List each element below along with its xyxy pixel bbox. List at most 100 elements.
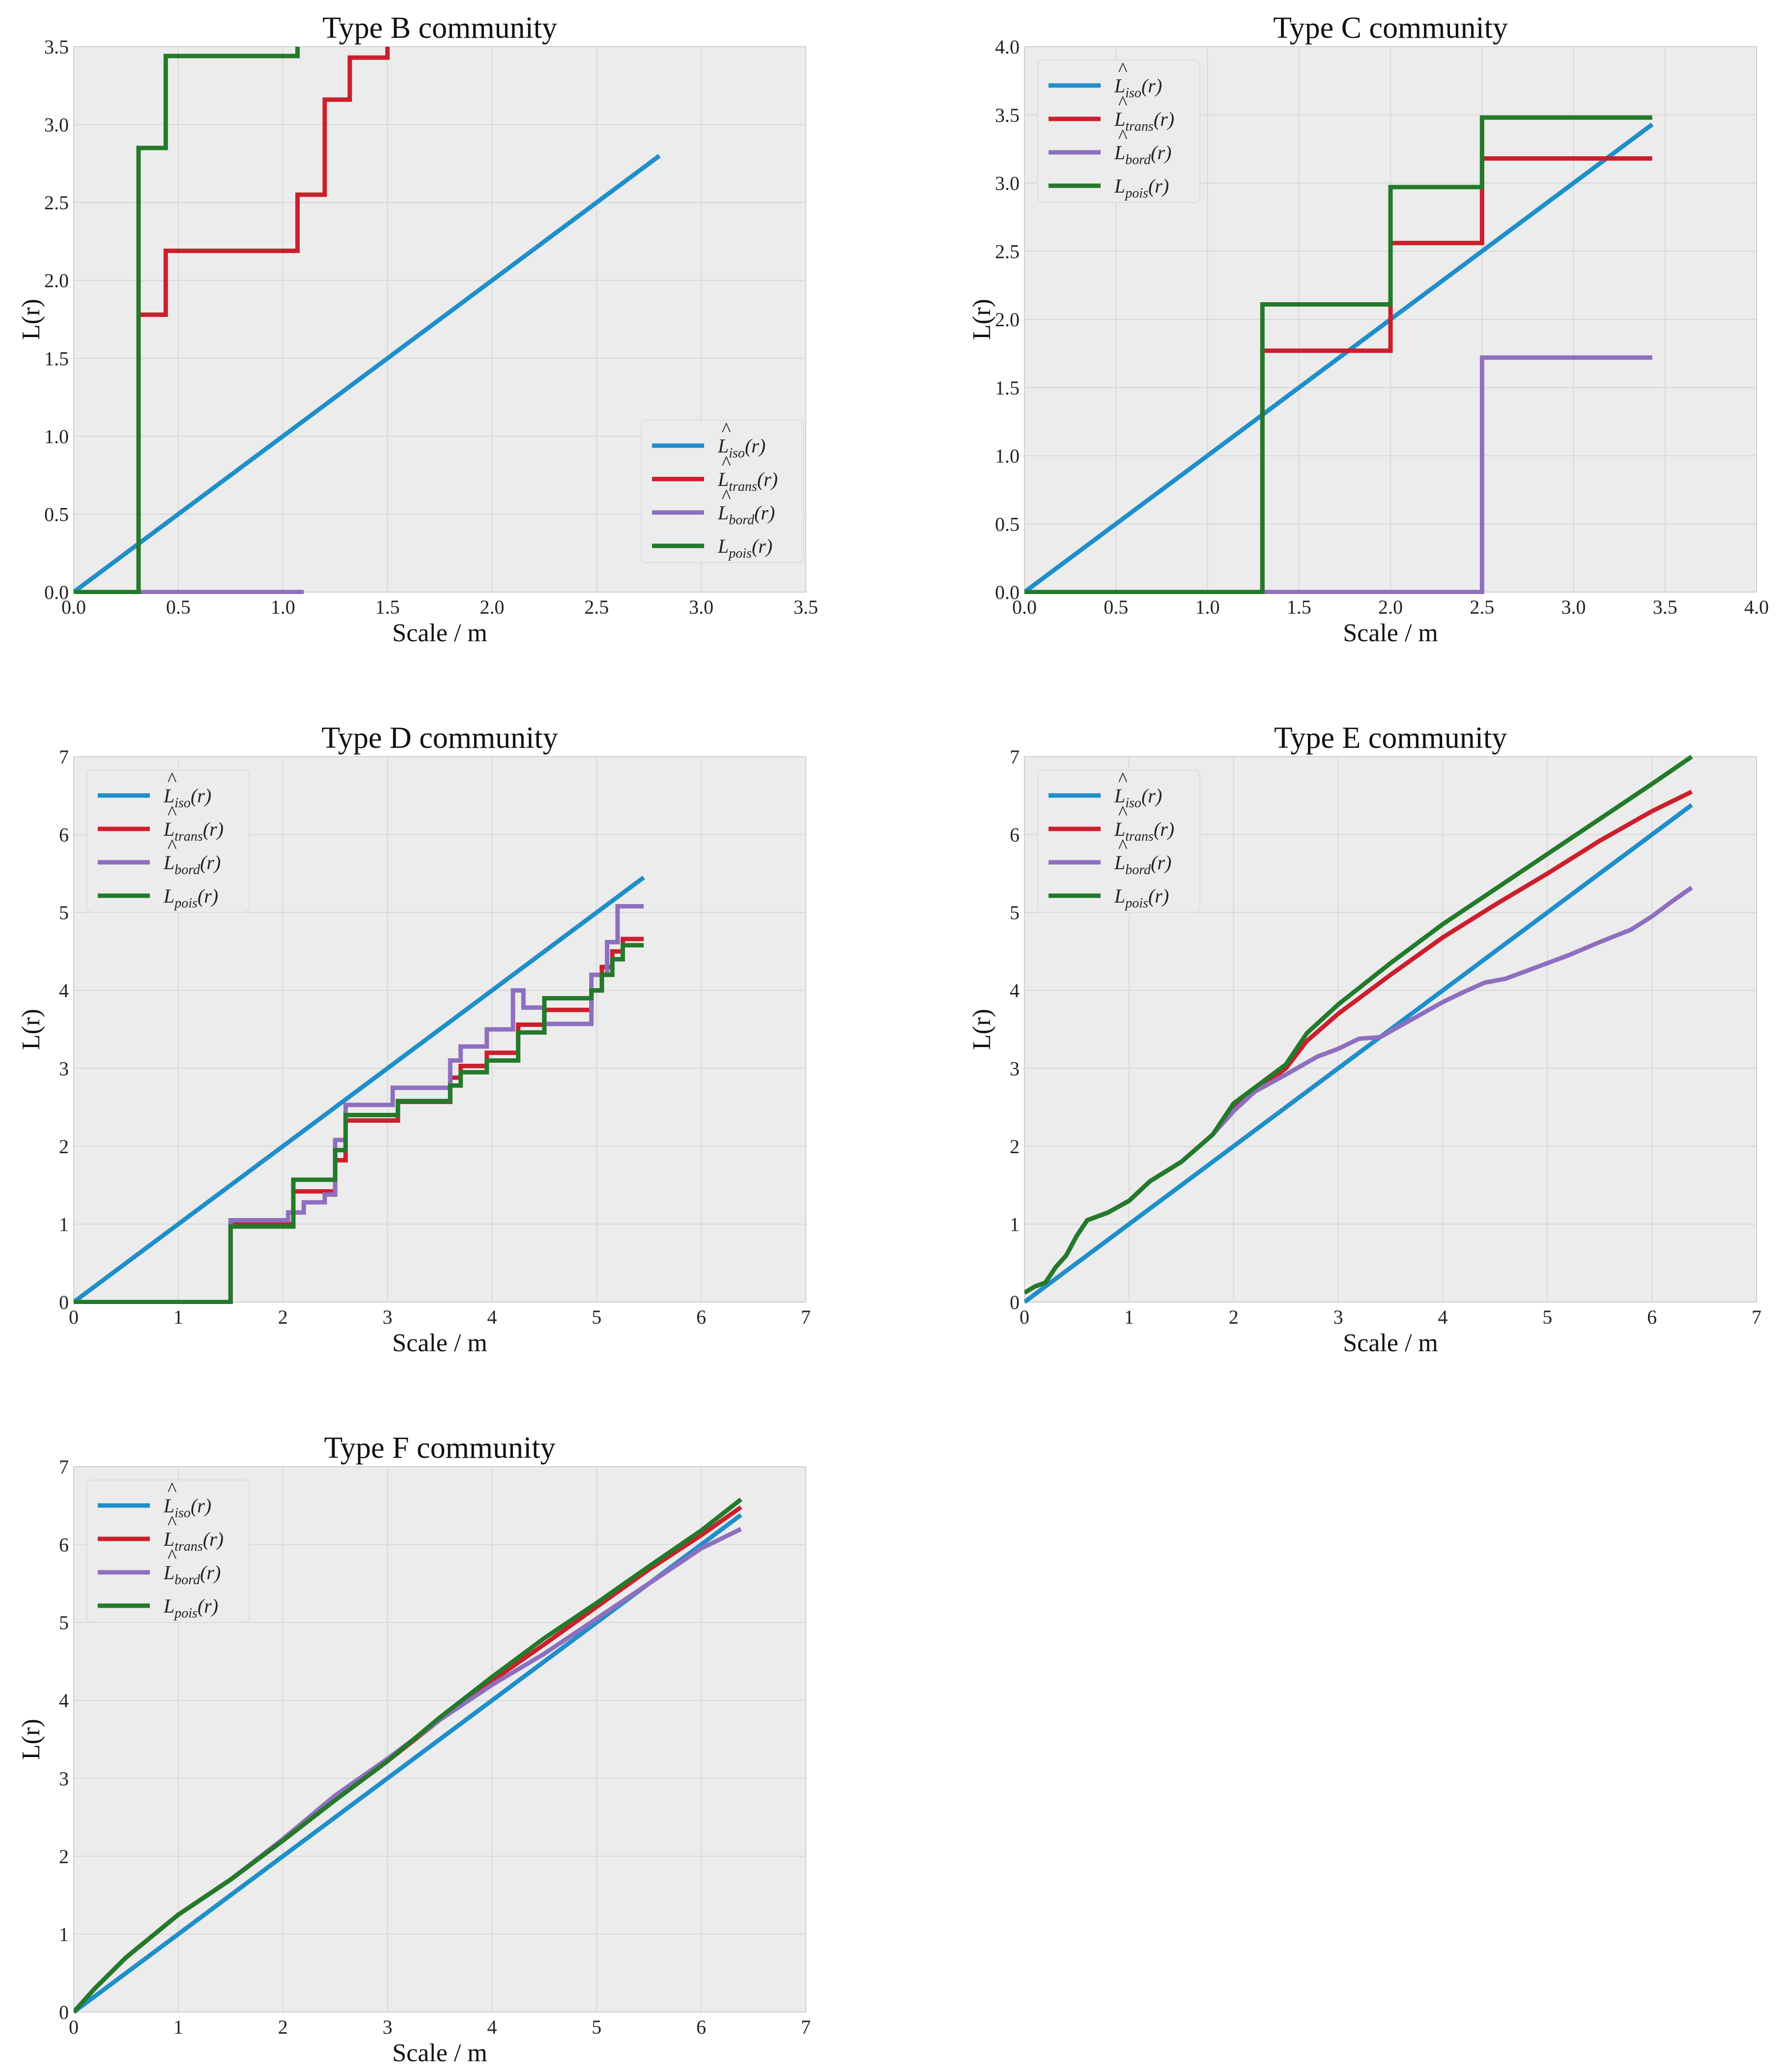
legend-label-iso: Liso(r) bbox=[717, 435, 766, 461]
x-tick-label: 4.0 bbox=[1744, 596, 1769, 618]
y-tick-label: 2 bbox=[59, 1845, 69, 1868]
legend-label-bord: Lbord(r) bbox=[1114, 142, 1171, 168]
x-tick-label: 4 bbox=[487, 1306, 497, 1328]
x-tick-label: 7 bbox=[801, 1306, 811, 1328]
panel-type-d: 0 1 2 3 4 5 6 7 0 1 2 3 4 5 6 7 Type D community Scale / … bbox=[17, 721, 811, 1357]
y-tick-label: 6 bbox=[1010, 824, 1020, 846]
y-axis-label: L(r) bbox=[17, 299, 45, 340]
series-line-trans bbox=[74, 937, 644, 1304]
x-tick-label: 6 bbox=[696, 1306, 706, 1328]
legend-hat-mark: ^ bbox=[167, 768, 177, 790]
y-tick-label: 2.5 bbox=[44, 192, 69, 214]
y-tick-label: 0.0 bbox=[44, 581, 69, 603]
y-axis-label: L(r) bbox=[17, 1719, 45, 1760]
y-tick-label: 4.0 bbox=[995, 36, 1020, 58]
y-tick-label: 1 bbox=[1010, 1213, 1020, 1235]
y-tick-label: 2 bbox=[59, 1135, 69, 1158]
legend-label-trans: Ltrans(r) bbox=[1114, 108, 1174, 134]
x-axis-label: Scale / m bbox=[1343, 619, 1438, 647]
legend-box bbox=[1037, 769, 1200, 913]
y-tick-label: 5 bbox=[59, 1612, 69, 1634]
legend-hat-mark: ^ bbox=[167, 1545, 177, 1567]
x-tick-label: 6 bbox=[1647, 1306, 1657, 1328]
x-tick-label: 5 bbox=[592, 2016, 601, 2038]
legend: Liso(r)^Ltrans(r)^Lbord(r)^Lpois(r) bbox=[86, 768, 250, 913]
x-tick-label: 7 bbox=[801, 2016, 811, 2038]
y-tick-label: 7 bbox=[1010, 746, 1020, 768]
x-tick-label: 2 bbox=[278, 1306, 288, 1328]
legend-hat-mark: ^ bbox=[1118, 801, 1128, 823]
series-line-iso bbox=[74, 876, 645, 1304]
legend-label-trans: Ltrans(r) bbox=[163, 1528, 224, 1554]
x-tick-label: 3 bbox=[1334, 1306, 1343, 1328]
x-tick-label: 0 bbox=[69, 2016, 79, 2038]
x-tick-label: 0 bbox=[69, 1306, 79, 1328]
legend-hat-mark: ^ bbox=[1118, 768, 1128, 790]
x-tick-label: 1.0 bbox=[271, 596, 295, 618]
chart-title: Type E community bbox=[1274, 721, 1507, 755]
legend-box bbox=[86, 769, 250, 913]
x-tick-label: 2 bbox=[1229, 1306, 1239, 1328]
panel-type-f: 0 1 2 3 4 5 6 7 0 1 2 3 4 5 6 7 Type F community Scale / … bbox=[17, 1431, 811, 2067]
y-tick-label: 1.5 bbox=[995, 377, 1020, 399]
y-tick-label: 3 bbox=[1010, 1057, 1020, 1079]
x-tick-label: 5 bbox=[592, 1306, 601, 1328]
legend-box bbox=[86, 1479, 250, 1623]
y-tick-label: 0 bbox=[59, 2001, 69, 2023]
legend-label-bord: Lbord(r) bbox=[717, 502, 775, 528]
x-tick-label: 5 bbox=[1542, 1306, 1552, 1328]
y-tick-label: 2 bbox=[1010, 1135, 1020, 1158]
series-group bbox=[74, 1498, 742, 2014]
series-line-iso bbox=[1024, 122, 1654, 594]
series-group bbox=[1024, 115, 1654, 594]
legend-hat-mark: ^ bbox=[721, 452, 731, 474]
legend-label-trans: Ltrans(r) bbox=[717, 468, 778, 494]
legend-label-pois: Lpois(r) bbox=[1114, 885, 1169, 911]
y-tick-label: 0 bbox=[59, 1291, 69, 1313]
y-tick-label: 4 bbox=[59, 980, 69, 1002]
x-tick-label: 3 bbox=[383, 2016, 393, 2038]
x-tick-label: 1 bbox=[1124, 1306, 1134, 1328]
x-tick-label: 6 bbox=[696, 2016, 706, 2038]
y-tick-label: 0 bbox=[1010, 1291, 1020, 1313]
y-axis-label: L(r) bbox=[17, 1009, 45, 1050]
y-tick-label: 1.0 bbox=[44, 426, 69, 448]
x-tick-label: 1.0 bbox=[1195, 596, 1220, 618]
y-tick-label: 7 bbox=[59, 1456, 69, 1478]
y-tick-label: 3.0 bbox=[995, 172, 1020, 195]
legend-box bbox=[1037, 59, 1200, 203]
legend-hat-mark: ^ bbox=[167, 801, 177, 823]
x-tick-label: 7 bbox=[1752, 1306, 1761, 1328]
legend-label-pois: Lpois(r) bbox=[1114, 175, 1169, 201]
legend: Liso(r)^Ltrans(r)^Lbord(r)^Lpois(r) bbox=[1037, 768, 1200, 913]
legend-label-bord: Lbord(r) bbox=[1114, 852, 1171, 878]
y-tick-label: 7 bbox=[59, 746, 69, 768]
x-tick-label: 4 bbox=[487, 2016, 497, 2038]
y-tick-label: 6 bbox=[59, 824, 69, 846]
y-tick-label: 0.5 bbox=[44, 503, 69, 525]
legend-hat-mark: ^ bbox=[167, 1511, 177, 1533]
legend: Liso(r)^Ltrans(r)^Lbord(r)^Lpois(r) bbox=[641, 418, 804, 563]
legend-label-iso: Liso(r) bbox=[1114, 785, 1162, 811]
chart-title: Type D community bbox=[321, 721, 558, 755]
x-tick-label: 1 bbox=[173, 1306, 183, 1328]
series-line-pois bbox=[74, 943, 644, 1304]
y-tick-label: 4 bbox=[1010, 980, 1020, 1002]
legend-label-trans: Ltrans(r) bbox=[1114, 818, 1174, 844]
y-tick-label: 3.5 bbox=[995, 104, 1020, 126]
legend-label-bord: Lbord(r) bbox=[163, 1561, 221, 1588]
y-tick-label: 6 bbox=[59, 1534, 69, 1556]
legend-label-iso: Liso(r) bbox=[1114, 75, 1162, 101]
legend-hat-mark: ^ bbox=[721, 418, 731, 440]
x-tick-label: 2.5 bbox=[1470, 596, 1494, 618]
series-group bbox=[1024, 755, 1693, 1304]
x-axis-label: Scale / m bbox=[392, 619, 487, 647]
legend: Liso(r)^Ltrans(r)^Lbord(r)^Lpois(r) bbox=[1037, 58, 1200, 203]
x-tick-label: 3 bbox=[383, 1306, 393, 1328]
legend-label-trans: Ltrans(r) bbox=[163, 818, 224, 844]
legend-label-iso: Liso(r) bbox=[163, 785, 211, 811]
legend-hat-mark: ^ bbox=[1118, 835, 1128, 857]
x-tick-label: 3.5 bbox=[1653, 596, 1677, 618]
x-tick-label: 0.5 bbox=[166, 596, 191, 618]
x-tick-label: 0 bbox=[1020, 1306, 1029, 1328]
